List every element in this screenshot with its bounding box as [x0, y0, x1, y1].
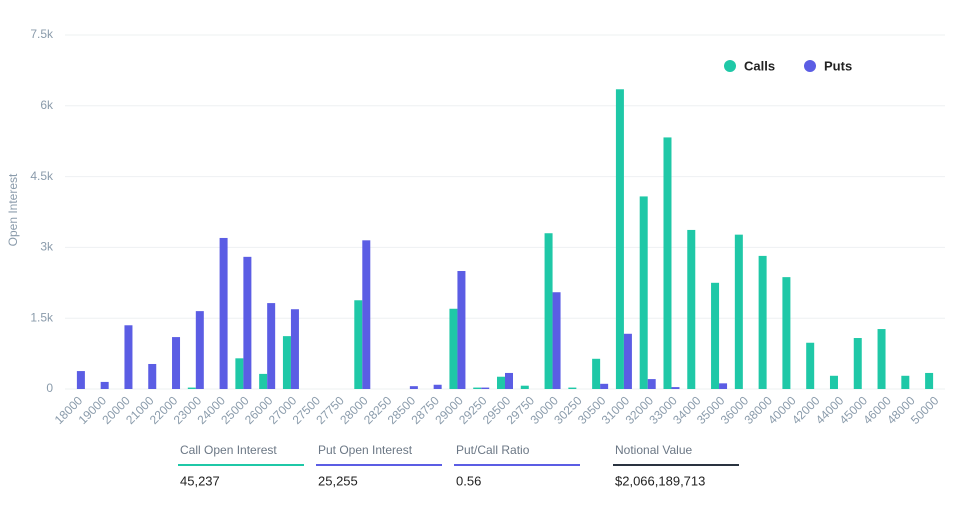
- y-tick-label: 7.5k: [30, 27, 54, 41]
- bar: [623, 333, 632, 389]
- bar: [473, 387, 482, 389]
- bar: [663, 137, 672, 389]
- bar: [505, 372, 513, 389]
- bar: [719, 383, 728, 389]
- bar: [877, 329, 886, 389]
- y-tick-label: 0: [46, 381, 53, 395]
- bar: [901, 375, 910, 389]
- summary-value: 0.56: [456, 473, 481, 488]
- bar: [457, 271, 466, 389]
- bar: [639, 196, 648, 389]
- bar: [354, 300, 363, 389]
- bar: [148, 363, 157, 389]
- y-tick-label: 1.5k: [30, 310, 54, 324]
- summary-label: Call Open Interest: [180, 443, 277, 457]
- summary-value: $2,066,189,713: [615, 473, 705, 488]
- bar: [235, 358, 244, 389]
- legend-marker: [724, 60, 736, 72]
- bar: [544, 233, 553, 389]
- bar: [615, 89, 624, 389]
- bar: [76, 371, 85, 389]
- bar: [925, 372, 934, 389]
- bar: [172, 337, 181, 389]
- bar: [481, 387, 490, 389]
- bar: [687, 229, 696, 389]
- bar: [853, 338, 862, 389]
- summary-value: 45,237: [180, 473, 220, 488]
- bar: [592, 358, 601, 389]
- bar: [433, 384, 442, 389]
- bar: [124, 325, 133, 389]
- summary-value: 25,255: [318, 473, 358, 488]
- bar: [497, 376, 505, 389]
- bar: [647, 379, 656, 389]
- bar: [734, 234, 743, 389]
- bar: [290, 309, 299, 389]
- summary-label: Put/Call Ratio: [456, 443, 530, 457]
- bar: [552, 292, 561, 389]
- summary-label: Put Open Interest: [318, 443, 413, 457]
- bar: [568, 387, 577, 389]
- bar: [829, 375, 838, 389]
- y-tick-label: 4.5k: [30, 169, 54, 183]
- bar: [267, 303, 276, 389]
- bar: [520, 385, 529, 389]
- legend-label: Calls: [744, 58, 775, 73]
- bar: [711, 282, 720, 389]
- bar: [187, 387, 196, 389]
- bar: [806, 342, 815, 389]
- bar: [600, 383, 609, 389]
- bar: [195, 311, 204, 389]
- y-axis-label: Open Interest: [6, 173, 20, 246]
- bar: [100, 381, 109, 389]
- summary-label: Notional Value: [615, 443, 692, 457]
- x-tick-label: 50000: [908, 393, 942, 427]
- bar: [409, 386, 418, 389]
- legend-label: Puts: [824, 58, 852, 73]
- bar: [282, 336, 291, 389]
- legend-marker: [804, 60, 816, 72]
- bar: [782, 277, 791, 389]
- y-tick-label: 6k: [40, 98, 54, 112]
- bar: [243, 256, 252, 389]
- bar: [449, 308, 458, 389]
- bar: [362, 240, 371, 389]
- bar: [219, 237, 228, 389]
- bar: [758, 255, 767, 389]
- bar: [259, 373, 268, 389]
- bar: [671, 387, 680, 389]
- y-tick-label: 3k: [40, 240, 54, 254]
